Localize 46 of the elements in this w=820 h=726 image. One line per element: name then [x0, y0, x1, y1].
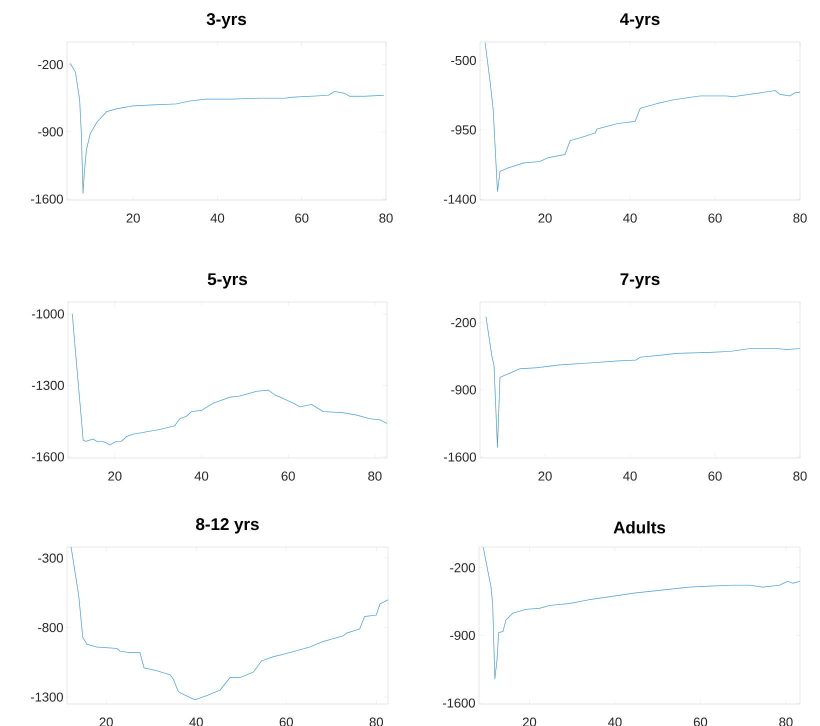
line-series: [72, 314, 387, 446]
y-tick-label: -200: [38, 60, 63, 70]
y-tick-label: -300: [38, 554, 63, 563]
y-tick-label: -200: [451, 318, 476, 328]
x-tick-label: 80: [368, 472, 382, 481]
line-series: [486, 316, 800, 448]
x-tick-label: 60: [282, 472, 295, 481]
x-tick-label: 40: [194, 472, 208, 481]
line-series: [484, 42, 800, 192]
line-series: [70, 63, 384, 194]
chart-title: 8-12 yrs: [196, 518, 259, 534]
x-tick-label: 80: [793, 472, 807, 481]
chart-title: 4-yrs: [620, 13, 660, 28]
y-tick-label: -1300: [32, 380, 64, 390]
x-tick-label: 80: [793, 214, 807, 223]
chart-title: 3-yrs: [206, 13, 246, 28]
x-tick-label: 20: [538, 214, 552, 223]
y-tick-label: -800: [38, 622, 63, 632]
x-tick-label: 20: [538, 472, 552, 481]
x-tick-label: 80: [379, 214, 393, 223]
x-tick-label: 40: [623, 214, 637, 223]
chart-title: 5-yrs: [208, 273, 248, 288]
y-tick-label: -900: [38, 127, 63, 136]
y-tick-label: -1300: [30, 692, 63, 702]
x-tick-label: 60: [708, 214, 722, 223]
chart-title: Adults: [614, 521, 666, 534]
y-tick-label: -1400: [444, 194, 476, 204]
y-tick-label: -200: [450, 563, 475, 572]
y-tick-label: -900: [451, 385, 476, 394]
x-tick-label: 60: [295, 214, 308, 223]
y-tick-label: -500: [451, 56, 476, 66]
x-tick-label: 40: [623, 472, 637, 481]
chart-title: 7-yrs: [620, 273, 660, 288]
y-tick-label: -1600: [32, 452, 64, 462]
y-tick-label: -1600: [30, 194, 63, 204]
x-tick-label: 40: [210, 214, 224, 223]
y-tick-label: -1000: [32, 309, 64, 318]
x-tick-label: 20: [108, 472, 122, 481]
y-tick-label: -950: [451, 125, 476, 134]
y-tick-label: -900: [450, 630, 475, 640]
y-tick-label: -1600: [442, 698, 475, 708]
x-tick-label: 60: [708, 472, 722, 481]
line-series: [70, 547, 388, 700]
y-tick-label: -1600: [444, 452, 476, 462]
x-tick-label: 20: [126, 214, 140, 223]
line-series: [482, 547, 800, 680]
